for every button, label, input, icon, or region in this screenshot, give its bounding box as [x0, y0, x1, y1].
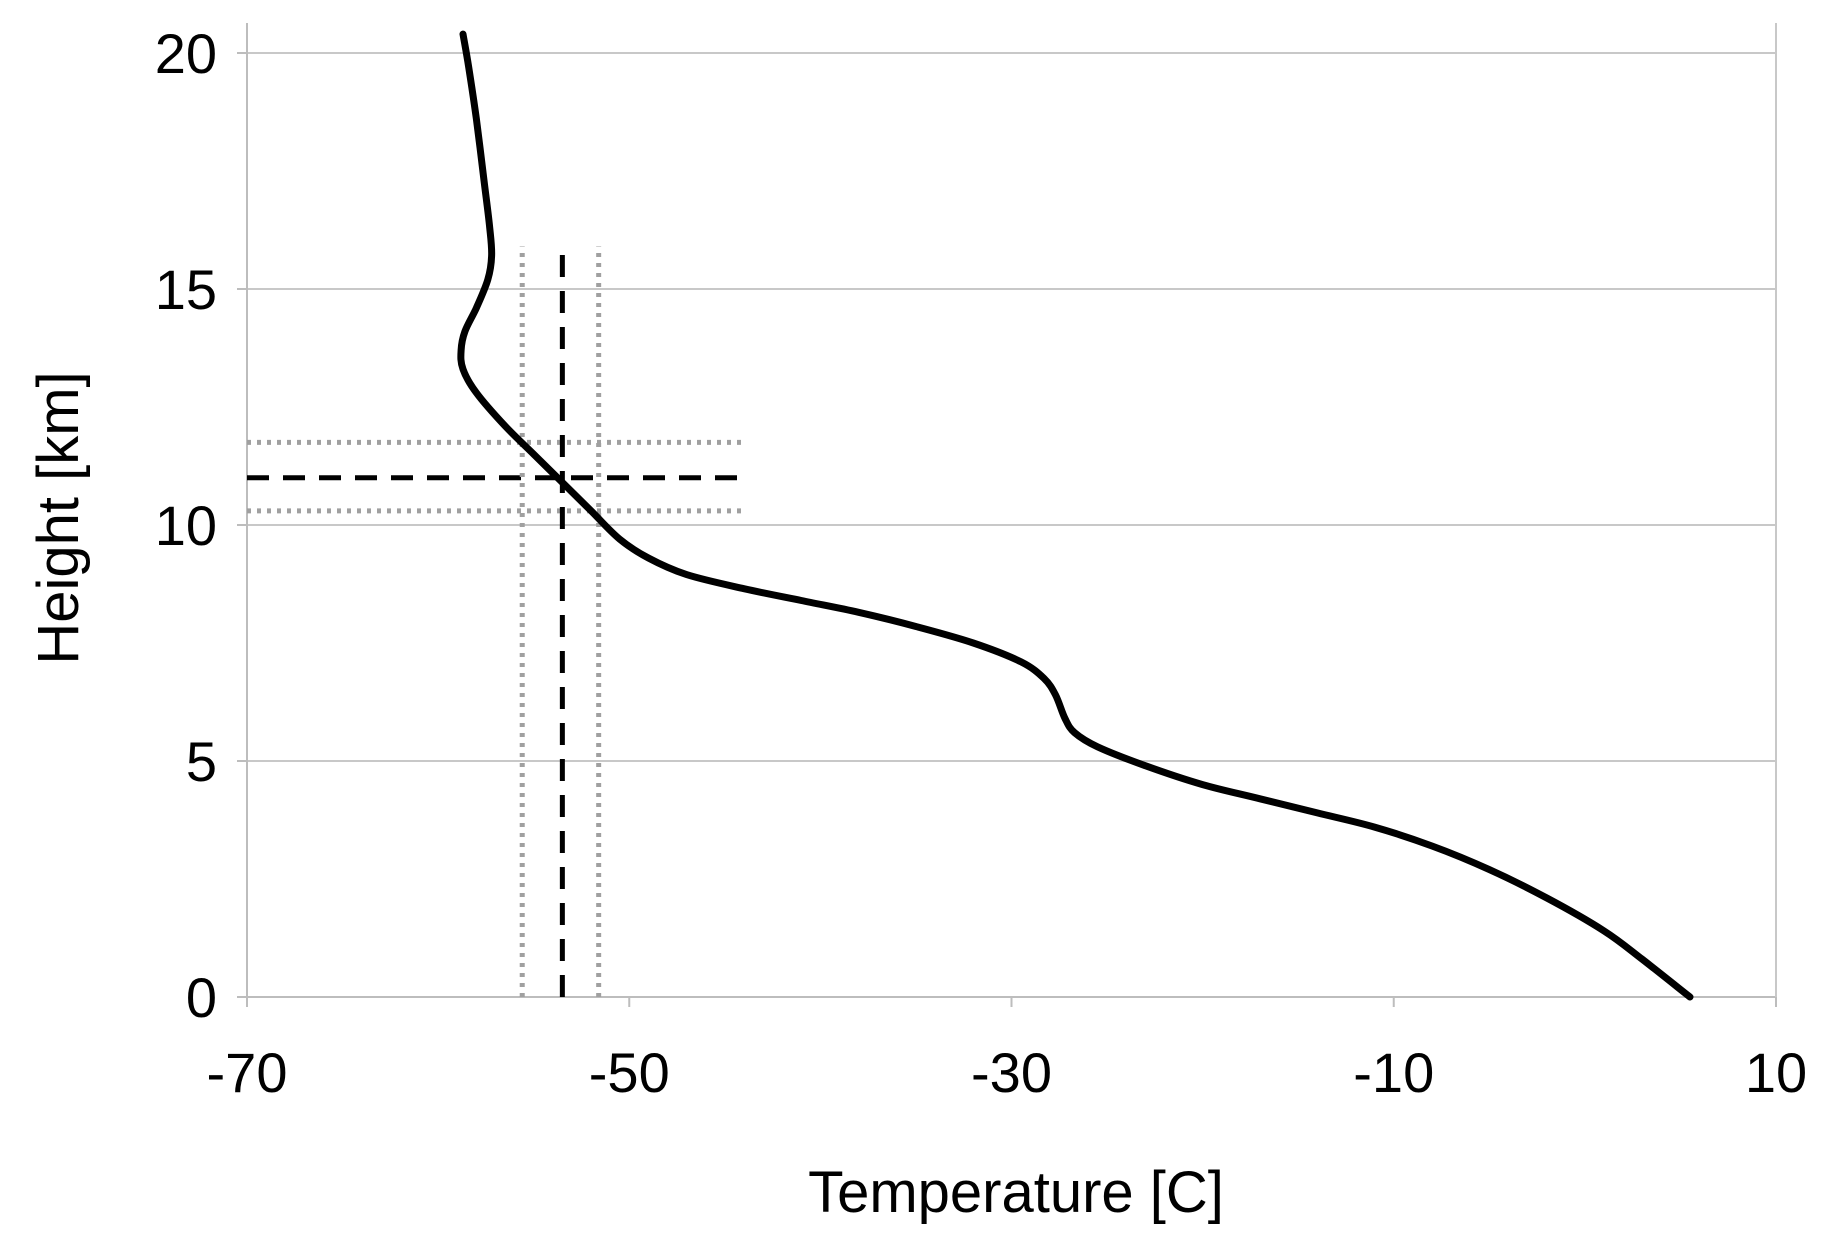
reference-lines-layer	[247, 241, 744, 997]
x-axis-title: Temperature [C]	[808, 1160, 1224, 1225]
x-tick-label--10: -10	[1353, 1041, 1434, 1104]
x-tick-label--70: -70	[207, 1041, 288, 1104]
x-tick-label--50: -50	[589, 1041, 670, 1104]
axes-layer	[237, 23, 1777, 1007]
y-tick-label-5: 5	[186, 730, 217, 793]
x-tick-label-10: 10	[1745, 1041, 1807, 1104]
y-tick-label-15: 15	[155, 258, 217, 321]
y-tick-label-20: 20	[155, 22, 217, 85]
x-tick-label--30: -30	[971, 1041, 1052, 1104]
series-layer	[457, 30, 1694, 1001]
y-tick-label-10: 10	[155, 494, 217, 557]
y-axis-title: Height [km]	[26, 371, 91, 664]
y-tick-label-0: 0	[186, 966, 217, 1029]
grid-layer	[247, 52, 1776, 762]
temperature-profile-line	[457, 30, 1694, 1001]
labels-layer: 0 5 10 15 20 -70 -50 -30 -10 10	[155, 22, 1807, 1104]
